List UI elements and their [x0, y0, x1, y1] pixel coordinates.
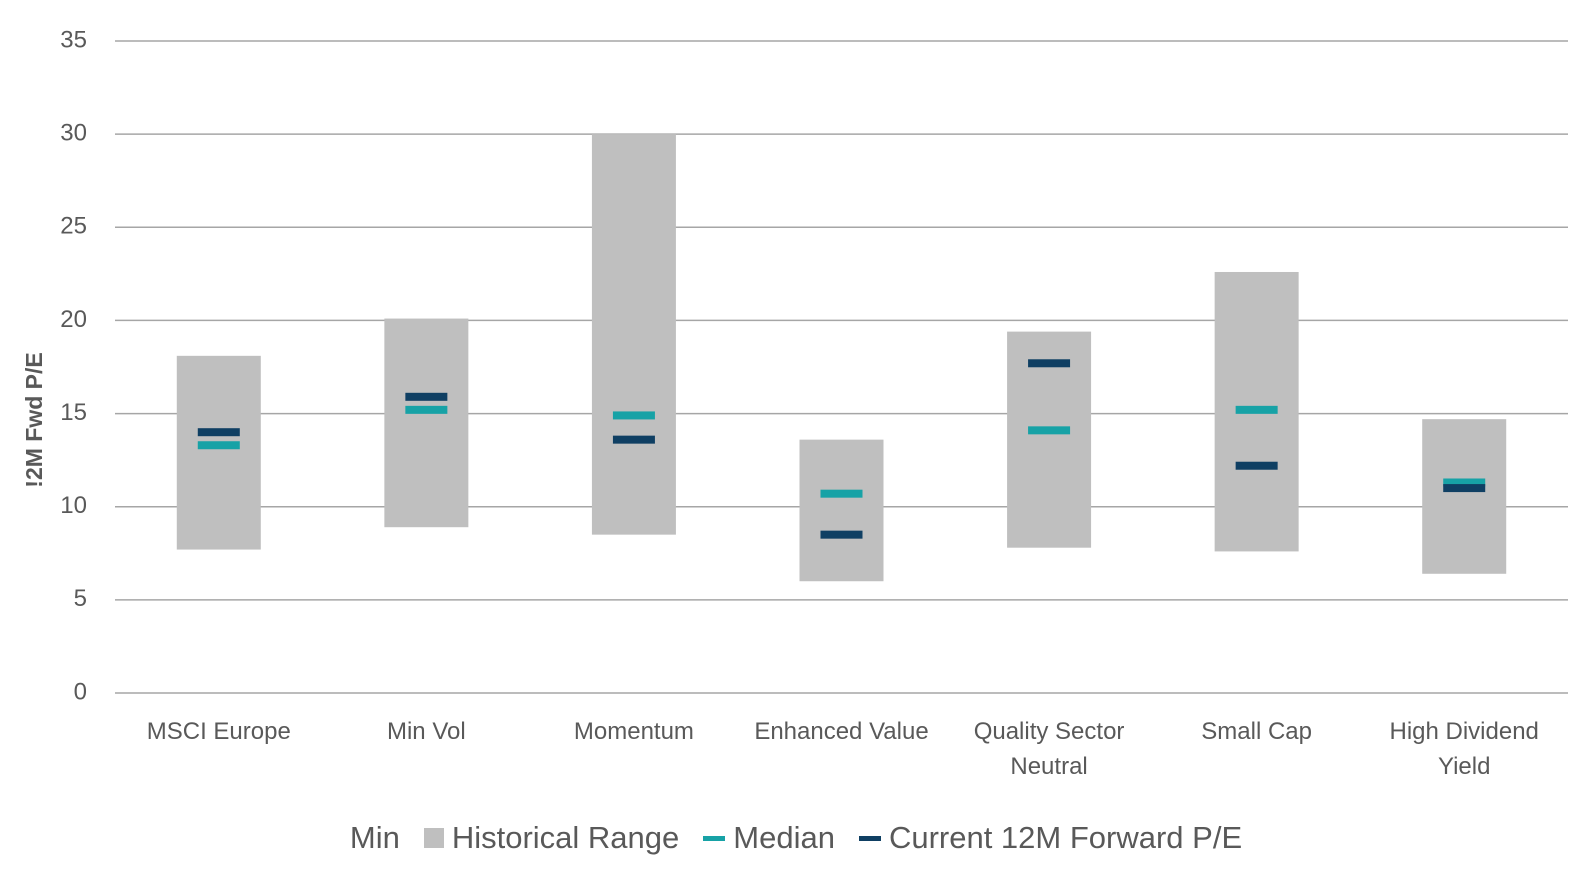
range-bar	[1007, 548, 1091, 693]
y-tick-label: 0	[74, 678, 87, 705]
legend-label: Current 12M Forward P/E	[888, 820, 1243, 855]
y-tick-label: 35	[60, 26, 87, 53]
y-tick-label: 20	[60, 306, 87, 333]
marker	[197, 441, 240, 450]
x-tick-label: Momentum	[573, 718, 694, 745]
x-tick-label: Enhanced Value	[754, 718, 929, 745]
legend-item: Min	[350, 820, 400, 856]
legend-label: Historical Range	[451, 820, 680, 855]
range-bar	[384, 318, 469, 528]
marker	[1235, 461, 1278, 470]
y-tick-label: 15	[60, 399, 87, 426]
range-bar	[176, 355, 261, 550]
marker	[1028, 426, 1071, 435]
marker	[820, 530, 863, 539]
marker	[612, 411, 655, 420]
legend-swatch	[703, 835, 726, 841]
marker	[1443, 484, 1486, 493]
marker	[197, 428, 240, 437]
range-bar	[177, 550, 261, 693]
marker	[405, 405, 448, 414]
marker	[1443, 478, 1486, 487]
y-tick-label: 5	[74, 585, 87, 612]
legend-swatch	[423, 828, 444, 848]
range-bar	[1422, 419, 1507, 574]
range-bar	[1215, 551, 1299, 693]
range-bar	[799, 439, 884, 582]
range-bar	[800, 581, 884, 693]
legend: Min Historical Range Median Current 12M For…	[0, 820, 1592, 856]
y-tick-label: 30	[60, 119, 87, 146]
x-tick-label: High Dividend Yield	[1389, 718, 1539, 780]
range-bar	[1007, 331, 1092, 548]
marker	[612, 435, 655, 444]
legend-label: Min	[349, 820, 400, 855]
legend-item: Historical Range	[423, 820, 680, 856]
range-bar	[591, 134, 676, 535]
x-tick-label: MSCI Europe	[146, 718, 291, 745]
legend-item: Current 12M Forward P/E	[858, 820, 1243, 856]
legend-label: Median	[733, 820, 835, 855]
legend-swatch	[858, 835, 881, 841]
range-bar	[384, 527, 468, 693]
x-tick-label: Min Vol	[386, 718, 466, 745]
range-bar	[1422, 574, 1506, 693]
marker	[820, 489, 863, 498]
y-tick-label: 10	[60, 492, 87, 519]
y-axis-title: !2M Fwd P/E	[21, 352, 47, 487]
x-tick-label: Small Cap	[1201, 718, 1312, 745]
marker	[1028, 359, 1071, 368]
marker	[1235, 405, 1278, 414]
y-tick-label: 25	[60, 213, 87, 240]
range-bar	[592, 535, 676, 693]
marker	[405, 392, 448, 401]
x-tick-label: Quality Sector Neutral	[973, 718, 1125, 780]
legend-item: Median	[703, 820, 835, 856]
